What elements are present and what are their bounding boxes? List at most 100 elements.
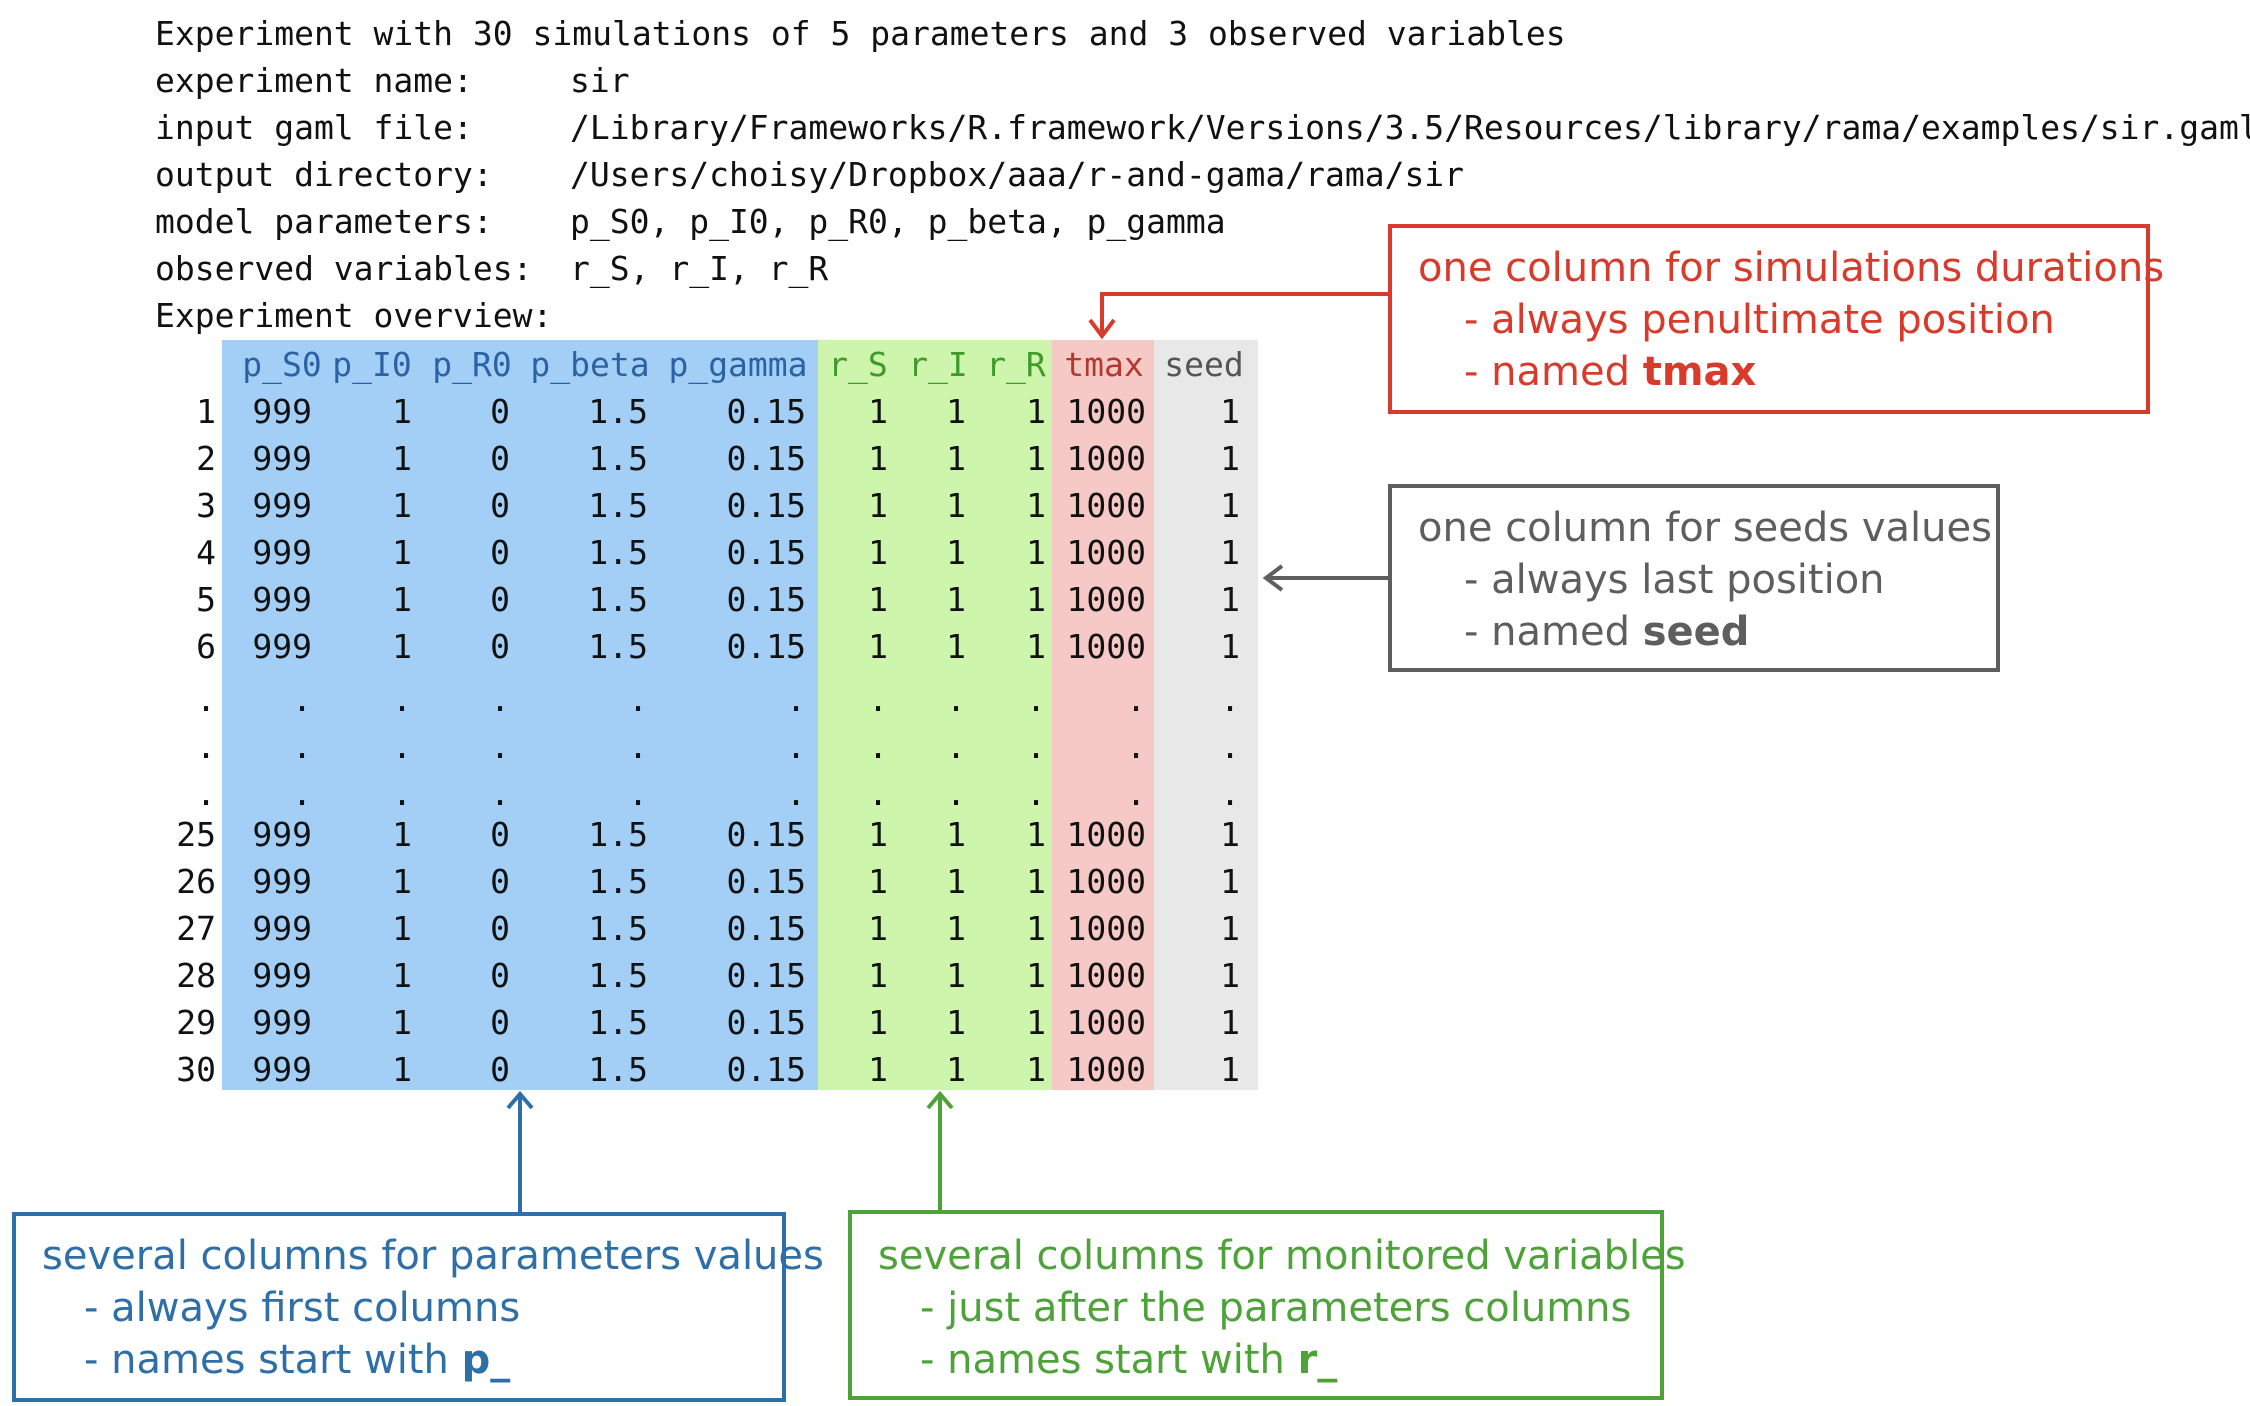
- model-parameters-label: model parameters:: [155, 202, 493, 241]
- ellipsis-cell: .: [490, 774, 510, 813]
- tmax-column-band: [1052, 340, 1154, 1090]
- table-cell: 1: [392, 439, 412, 478]
- ellipsis-cell: .: [392, 727, 412, 766]
- ellipsis-cell: .: [946, 774, 966, 813]
- callout-vars-line1: - just after the parameters columns: [920, 1285, 1632, 1331]
- column-header-r-r: r_R: [986, 345, 1046, 384]
- table-cell: 0.15: [726, 815, 806, 854]
- table-cell: 1: [946, 486, 966, 525]
- overview-label: Experiment overview:: [155, 296, 553, 335]
- ellipsis-cell: .: [946, 680, 966, 719]
- table-cell: 1: [946, 1050, 966, 1089]
- table-cell: 0.15: [726, 486, 806, 525]
- ellipsis-cell: .: [292, 680, 312, 719]
- column-header-p-gamma: p_gamma: [668, 345, 808, 384]
- callout-tmax-line2-prefix: - named: [1464, 349, 1643, 395]
- callout-seed-title: one column for seeds values: [1418, 505, 1992, 551]
- table-cell: 1: [946, 815, 966, 854]
- table-cell: 1: [1220, 486, 1240, 525]
- table-cell: 0.15: [726, 533, 806, 572]
- table-cell: 1: [392, 392, 412, 431]
- arrow-vars: [926, 1090, 954, 1210]
- column-header-seed: seed: [1164, 345, 1244, 384]
- table-cell: 1: [868, 956, 888, 995]
- row-index: 28: [176, 956, 216, 995]
- table-cell: 1000: [1066, 1003, 1146, 1042]
- ellipsis-cell: .: [392, 680, 412, 719]
- row-index: 1: [196, 392, 216, 431]
- column-header-p-s0: p_S0: [242, 345, 322, 384]
- callout-seed-line1: - always last position: [1464, 557, 1885, 603]
- callout-vars: several columns for monitored variables …: [848, 1210, 1686, 1400]
- row-index: 25: [176, 815, 216, 854]
- row-index: 2: [196, 439, 216, 478]
- callout-params: several columns for parameters values - …: [12, 1212, 824, 1402]
- table-cell: 999: [252, 439, 312, 478]
- variables-columns-band: [818, 340, 1052, 1090]
- table-cell: 999: [252, 862, 312, 901]
- callout-params-line2-prefix: - names start with: [84, 1337, 462, 1383]
- ellipsis-cell: .: [1220, 680, 1240, 719]
- table-cell: 0: [490, 533, 510, 572]
- table-cell: 1: [392, 580, 412, 619]
- table-cell: 1: [1026, 1050, 1046, 1089]
- experiment-title: Experiment with 30 simulations of 5 para…: [155, 14, 1566, 53]
- callout-tmax-title: one column for simulations durations: [1418, 245, 2165, 291]
- table-cell: 1: [1220, 956, 1240, 995]
- ellipsis-cell: .: [786, 774, 806, 813]
- callout-params-title: several columns for parameters values: [42, 1233, 824, 1279]
- table-cell: 1.5: [588, 815, 648, 854]
- callout-seed-line2: - named seed: [1464, 606, 1749, 658]
- table-cell: 1: [868, 439, 888, 478]
- table-cell: 1.5: [588, 862, 648, 901]
- column-header-r-i: r_I: [908, 345, 968, 384]
- table-cell: 1: [1026, 580, 1046, 619]
- ellipsis-cell: .: [490, 727, 510, 766]
- table-cell: 1.5: [588, 580, 648, 619]
- table-cell: 0: [490, 815, 510, 854]
- ellipsis-cell: .: [1126, 774, 1146, 813]
- ellipsis-cell: .: [628, 774, 648, 813]
- ellipsis-cell: .: [786, 727, 806, 766]
- table-cell: 1: [946, 627, 966, 666]
- table-cell: 0: [490, 392, 510, 431]
- table-cell: 1000: [1066, 956, 1146, 995]
- table-cell: 999: [252, 909, 312, 948]
- table-cell: 1: [392, 533, 412, 572]
- table-cell: 1.5: [588, 1050, 648, 1089]
- callout-seed-line2-bold: seed: [1642, 609, 1750, 655]
- ellipsis-cell: .: [490, 680, 510, 719]
- observed-variables-value: r_S, r_I, r_R: [570, 249, 829, 288]
- callout-seed-line2-prefix: - named: [1464, 609, 1643, 655]
- column-header-p-beta: p_beta: [530, 345, 650, 384]
- table-cell: 0.15: [726, 1050, 806, 1089]
- table-cell: 1: [1026, 1003, 1046, 1042]
- table-cell: 1000: [1066, 815, 1146, 854]
- ellipsis-cell: .: [786, 680, 806, 719]
- table-cell: 1: [1220, 815, 1240, 854]
- seed-column-band: [1154, 340, 1258, 1090]
- table-cell: 1: [868, 533, 888, 572]
- arrow-seed: [1262, 564, 1388, 592]
- row-index: 4: [196, 533, 216, 572]
- column-header-p-r0: p_R0: [432, 345, 512, 384]
- table-cell: 1: [868, 486, 888, 525]
- table-cell: 1: [1220, 862, 1240, 901]
- table-cell: 0.15: [726, 1003, 806, 1042]
- ellipsis-cell: .: [1026, 680, 1046, 719]
- row-index: 6: [196, 627, 216, 666]
- table-cell: 999: [252, 533, 312, 572]
- ellipsis-cell: .: [1220, 727, 1240, 766]
- table-cell: 1: [1026, 439, 1046, 478]
- table-cell: 1000: [1066, 486, 1146, 525]
- experiment-name-value: sir: [570, 61, 630, 100]
- table-cell: 1.5: [588, 533, 648, 572]
- experiment-name-label: experiment name:: [155, 61, 473, 100]
- column-header-r-s: r_S: [828, 345, 888, 384]
- row-index: 26: [176, 862, 216, 901]
- table-cell: 1: [868, 627, 888, 666]
- table-cell: 1: [1220, 533, 1240, 572]
- row-index: 29: [176, 1003, 216, 1042]
- table-cell: 0: [490, 1003, 510, 1042]
